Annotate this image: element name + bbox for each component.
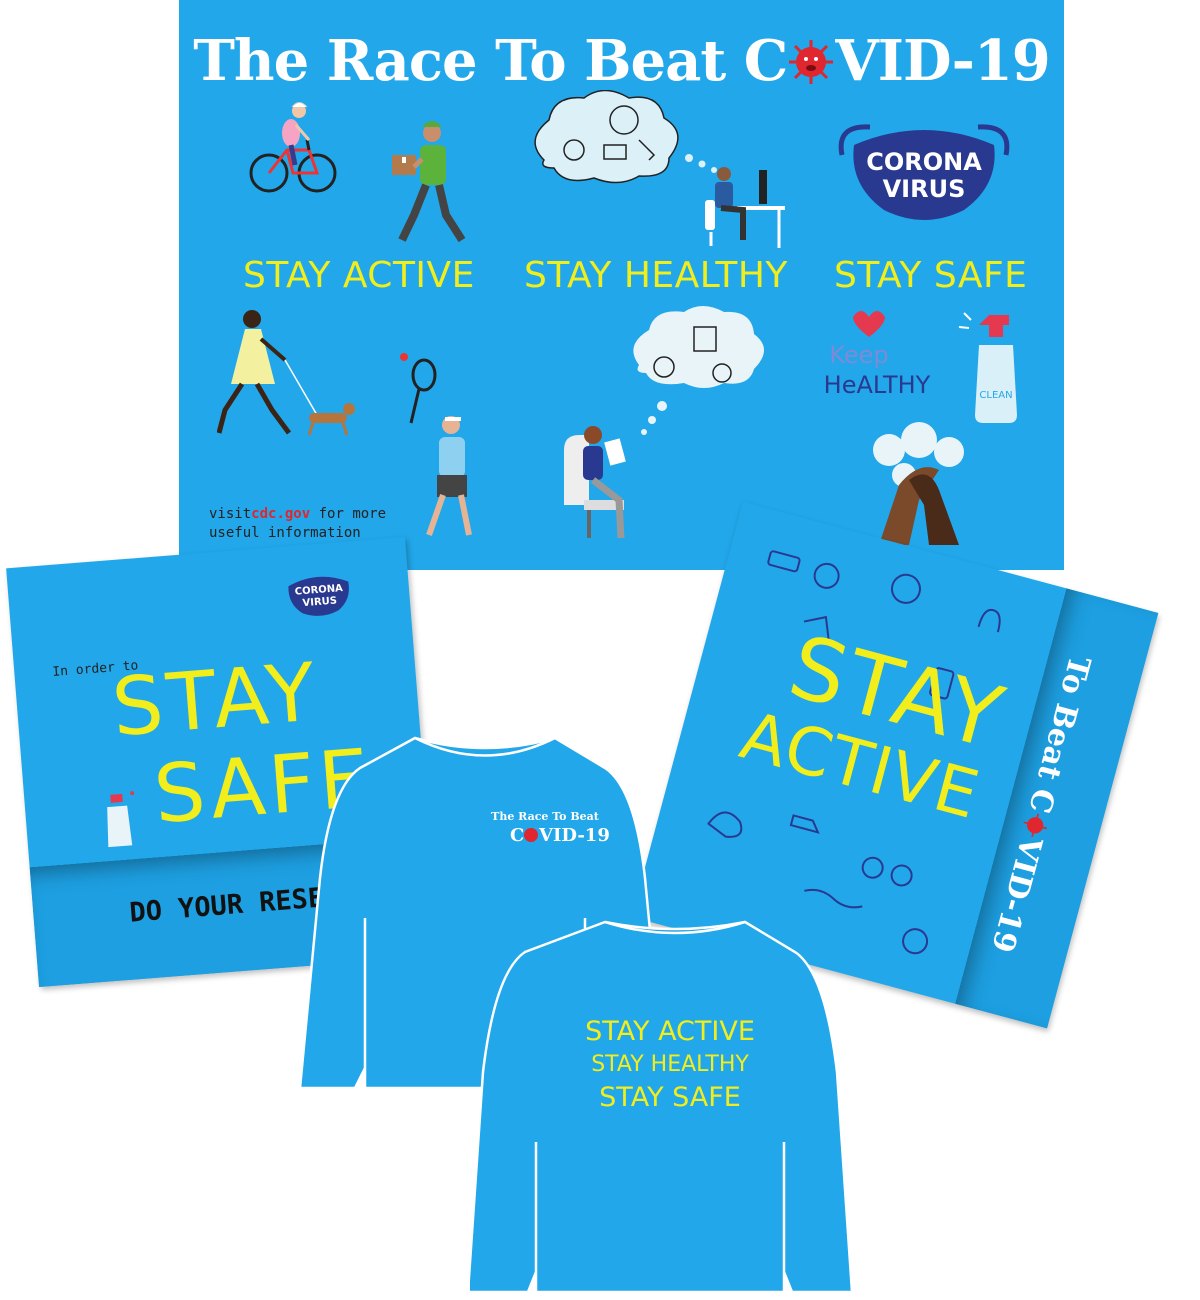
- keep-healthy-lettering: Keep HeALTHY: [824, 311, 931, 399]
- spray-bottle-icon: [107, 791, 135, 848]
- tennis-player-illustration: [400, 353, 472, 536]
- svg-text:VIRUS: VIRUS: [302, 596, 337, 610]
- thought-cloud-planning: [633, 306, 764, 388]
- svg-text:C: C: [510, 825, 524, 846]
- virus-icon: [524, 828, 538, 842]
- cyclist-illustration: [249, 102, 337, 193]
- to-beat-covid-side: To Beat CVID-19: [983, 651, 1097, 957]
- svg-text:VID-19: VID-19: [538, 825, 610, 846]
- svg-text:HeALTHY: HeALTHY: [824, 371, 931, 399]
- shirt-back-slogans: STAY ACTIVE STAY HEALTHY STAY SAFE: [585, 1016, 755, 1113]
- label-stay-active: STAY ACTIVE: [243, 255, 475, 296]
- spray-bottle-icon: CLEAN: [958, 312, 1017, 423]
- stay-safe-line1: STAY: [108, 645, 323, 755]
- corona-virus-mask-icon: CORONA VIRUS: [288, 576, 349, 616]
- reading-person-illustration: [564, 426, 626, 539]
- virus-icon: [1023, 813, 1047, 837]
- handwashing-illustration: [873, 422, 964, 545]
- visit-cdc-note: visitcdc.gov for more useful information: [209, 506, 387, 541]
- svg-text:CLEAN: CLEAN: [979, 390, 1012, 401]
- corona-virus-mask-illustration: CORONA VIRUS: [838, 124, 1010, 220]
- shirt-back: [470, 920, 854, 1294]
- svg-text:CORONA: CORONA: [866, 148, 982, 176]
- label-stay-safe: STAY SAFE: [834, 255, 1028, 296]
- label-stay-healthy: STAY HEALTHY: [524, 255, 788, 296]
- thought-bubbles: [685, 154, 717, 173]
- svg-text:VIRUS: VIRUS: [883, 175, 966, 203]
- thought-cloud-fitness: [534, 90, 679, 184]
- thought-bubbles: [641, 401, 667, 435]
- delivery-person-illustration: [392, 121, 466, 243]
- svg-text:Keep: Keep: [829, 341, 888, 369]
- svg-text:The Race To Beat: The Race To Beat: [491, 810, 600, 823]
- dog-walker-illustration: [217, 310, 355, 436]
- person-at-desk-illustration: [705, 167, 785, 248]
- stay-safe-card: CORONA VIRUS In order to STAY SAFE DO YO…: [6, 536, 438, 988]
- poster-title: The Race To Beat C VID-19: [193, 28, 1051, 94]
- cdc-link[interactable]: cdc.gov: [251, 506, 311, 522]
- virus-icon: [789, 40, 834, 84]
- stay-active-card: STAY ACTIVE To Beat CVID-19: [631, 501, 1159, 1029]
- poster: The Race To Beat C VID-19: [179, 0, 1064, 570]
- fitness-icons: [707, 550, 1001, 955]
- svg-text:CORONA: CORONA: [294, 583, 343, 598]
